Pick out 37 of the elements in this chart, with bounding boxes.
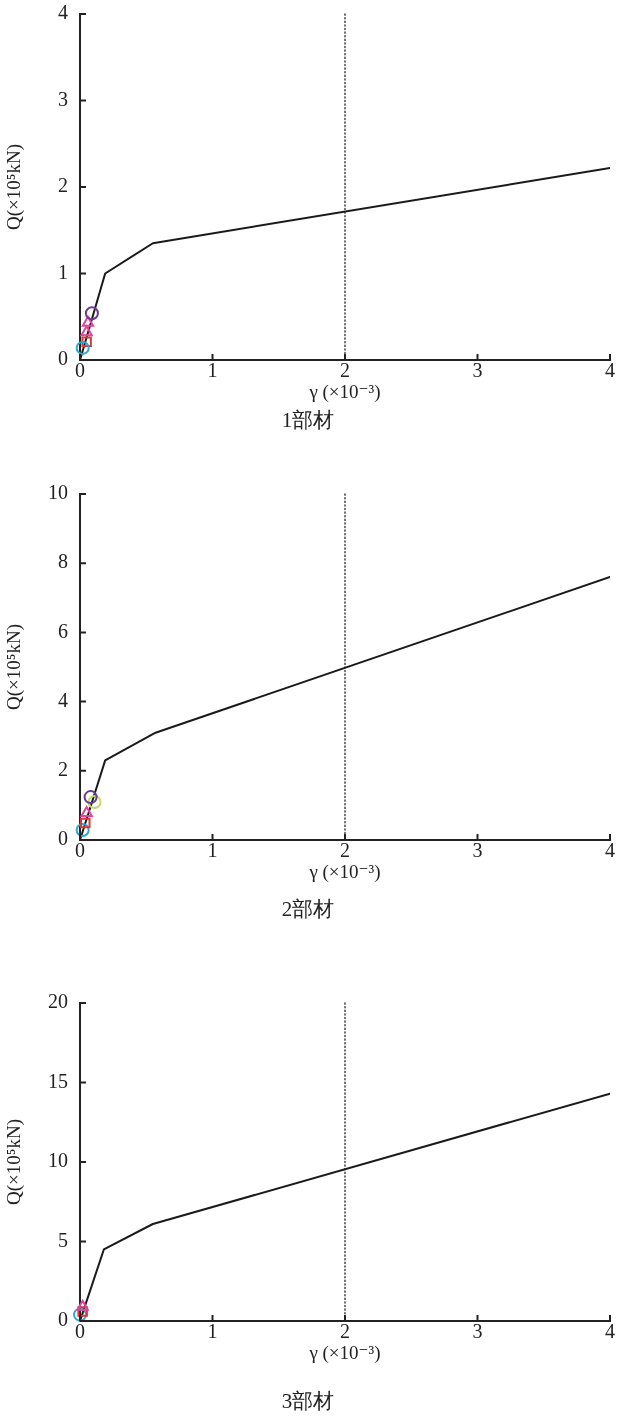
y-tick-label: 2 <box>58 174 68 197</box>
y-tick-label: 10 <box>48 1149 68 1172</box>
y-tick-label: 8 <box>58 550 68 573</box>
x-tick-label: 4 <box>605 1320 615 1343</box>
x-tick-label: 3 <box>472 839 483 862</box>
y-tick-label: 5 <box>58 1228 68 1251</box>
text: 1部材 <box>281 407 335 432</box>
x-tick-label: 2 <box>340 839 350 862</box>
y-tick-label: 15 <box>48 1069 68 1092</box>
text: 2部材 <box>281 896 335 921</box>
y-tick-label: 4 <box>58 1 68 24</box>
text: 3部材 <box>281 1388 335 1413</box>
x-tick-label: 3 <box>472 359 483 382</box>
x-tick-label: 2 <box>340 1320 350 1343</box>
x-tick-label: 2 <box>340 359 350 382</box>
y-tick-label: 20 <box>48 990 68 1013</box>
y-tick-label: 4 <box>58 688 68 711</box>
y-axis-title: Q(×10⁵kN) <box>3 144 26 230</box>
x-tick-label: 3 <box>472 1320 483 1343</box>
y-axis-title: Q(×10⁵kN) <box>3 1119 26 1205</box>
x-tick-label: 1 <box>207 359 218 382</box>
y-tick-label: 6 <box>58 619 68 642</box>
x-tick-label: 1 <box>207 839 218 862</box>
x-axis-title: γ (×10⁻³) <box>308 861 381 884</box>
x-tick-label: 0 <box>75 839 85 862</box>
x-axis-title: γ (×10⁻³) <box>308 381 381 404</box>
x-tick-label: 4 <box>605 839 615 862</box>
x-tick-label: 1 <box>207 1320 218 1343</box>
x-tick-label: 0 <box>75 1320 85 1343</box>
y-axis-title: Q(×10⁵kN) <box>3 624 26 710</box>
y-tick-label: 2 <box>58 758 68 781</box>
y-tick-label: 1 <box>58 260 68 283</box>
y-tick-label: 3 <box>58 87 68 110</box>
x-axis-title: γ (×10⁻³) <box>308 1342 381 1365</box>
x-tick-label: 0 <box>75 359 85 382</box>
y-tick-label: 10 <box>48 481 68 504</box>
x-tick-label: 4 <box>605 359 615 382</box>
